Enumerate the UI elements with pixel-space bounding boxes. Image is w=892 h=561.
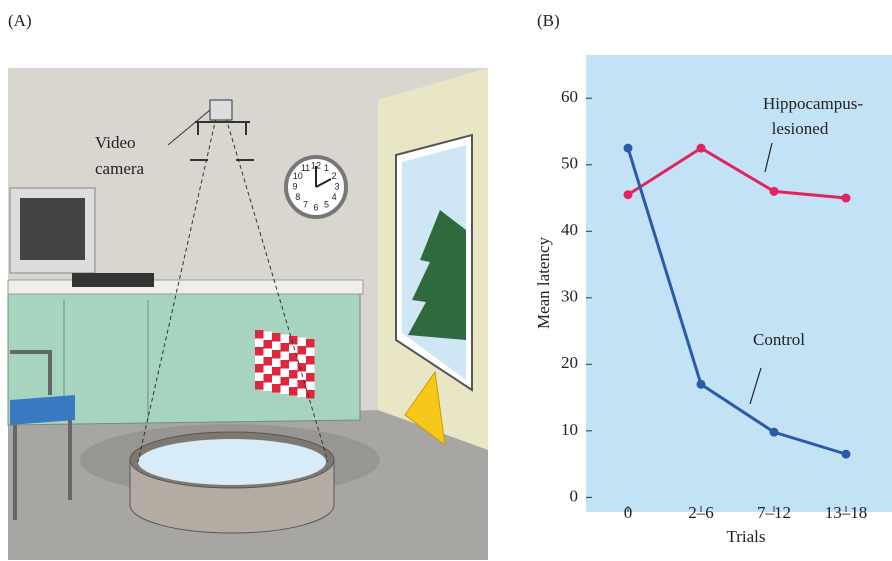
checker-cell (289, 370, 298, 379)
checker-cell (306, 339, 315, 348)
video-camera (210, 100, 232, 120)
series-label: Control (753, 330, 805, 349)
data-point (842, 450, 851, 459)
x-tick-label: 2–6 (688, 503, 714, 522)
data-point (842, 194, 851, 203)
checker-cell (272, 359, 281, 368)
counter (8, 280, 363, 294)
checker-cell (298, 380, 307, 389)
data-point (697, 380, 706, 389)
checker-cell (272, 367, 281, 376)
checker-cell (281, 352, 290, 361)
y-axis-label: Mean latency (534, 236, 553, 329)
camera-label: Video (95, 133, 136, 152)
series-label: Hippocampus- (763, 94, 863, 113)
checker-cell (306, 390, 315, 399)
checker-cell (281, 377, 290, 386)
checker-cell (272, 342, 281, 351)
checker-cell (289, 362, 298, 371)
checker-cell (255, 381, 264, 390)
checker-cell (281, 335, 290, 344)
checker-cell (289, 345, 298, 354)
x-tick-label: 0 (624, 503, 633, 522)
panel-label: (B) (537, 11, 560, 30)
clock-number: 1 (324, 163, 329, 173)
checker-cell (264, 357, 273, 366)
clock-number: 7 (303, 200, 308, 210)
checker-cell (255, 364, 264, 373)
checker-cell (255, 339, 264, 348)
data-point (624, 190, 633, 199)
checker-cell (306, 365, 315, 374)
panel-label: (A) (8, 11, 32, 30)
x-axis-label: Trials (726, 527, 765, 546)
checker-cell (264, 340, 273, 349)
y-tick-label: 0 (570, 486, 579, 505)
x-tick-label: 13–18 (825, 503, 868, 522)
y-tick-label: 10 (561, 420, 578, 439)
checker-cell (306, 373, 315, 382)
series-label: lesioned (772, 119, 829, 138)
checker-cell (255, 356, 264, 365)
data-point (697, 144, 706, 153)
clock-number: 2 (332, 171, 337, 181)
figure: (A) (B) Video camera 121234567891011 0 (0, 0, 892, 561)
checker-cell (255, 373, 264, 382)
camera-label: camera (95, 159, 145, 178)
pool-water (138, 439, 326, 485)
checker-cell (298, 363, 307, 372)
checker-cell (264, 366, 273, 375)
checker-cell (281, 369, 290, 378)
checker-cell (281, 343, 290, 352)
y-tick-label: 30 (561, 287, 578, 306)
checker-cell (298, 372, 307, 381)
chair-seat (10, 395, 75, 425)
checker-cell (298, 389, 307, 398)
checker-cell (272, 376, 281, 385)
checker-cell (264, 374, 273, 383)
clock-number: 4 (332, 192, 337, 202)
checker-cell (272, 350, 281, 359)
checker-cell (272, 384, 281, 393)
checker-cell (298, 346, 307, 355)
checker-cell (264, 349, 273, 358)
checker-cell (264, 383, 273, 392)
y-tick-label: 40 (561, 220, 578, 239)
clock-number: 3 (334, 181, 339, 191)
keyboard (72, 273, 154, 287)
checker-cell (298, 338, 307, 347)
checker-cell (281, 360, 290, 369)
checker-cell (272, 333, 281, 342)
checker-cell (306, 348, 315, 357)
y-tick-label: 50 (561, 154, 578, 173)
clock-number: 8 (295, 192, 300, 202)
checker-cell (255, 330, 264, 339)
data-point (624, 144, 633, 153)
x-tick-label: 7–12 (757, 503, 791, 522)
checkerboard (255, 330, 315, 399)
clock-number: 9 (292, 181, 297, 191)
y-tick-label: 20 (561, 353, 578, 372)
checker-cell (289, 336, 298, 345)
checker-cell (306, 382, 315, 391)
checker-cell (281, 386, 290, 395)
clock-number: 11 (301, 163, 310, 173)
checker-cell (306, 356, 315, 365)
checker-cell (289, 379, 298, 388)
clock-number: 6 (313, 202, 318, 212)
monitor-screen (20, 198, 85, 260)
y-tick-label: 60 (561, 87, 578, 106)
chart: 0 10 20 30 40 50 60 0 2–6 7–12 13–18 Trials Mean lat… (534, 55, 892, 546)
checker-cell (264, 332, 273, 341)
clock-number: 5 (324, 200, 329, 210)
checker-cell (289, 387, 298, 396)
plot-background (586, 55, 892, 512)
checker-cell (255, 347, 264, 356)
data-point (770, 187, 779, 196)
data-point (770, 428, 779, 437)
